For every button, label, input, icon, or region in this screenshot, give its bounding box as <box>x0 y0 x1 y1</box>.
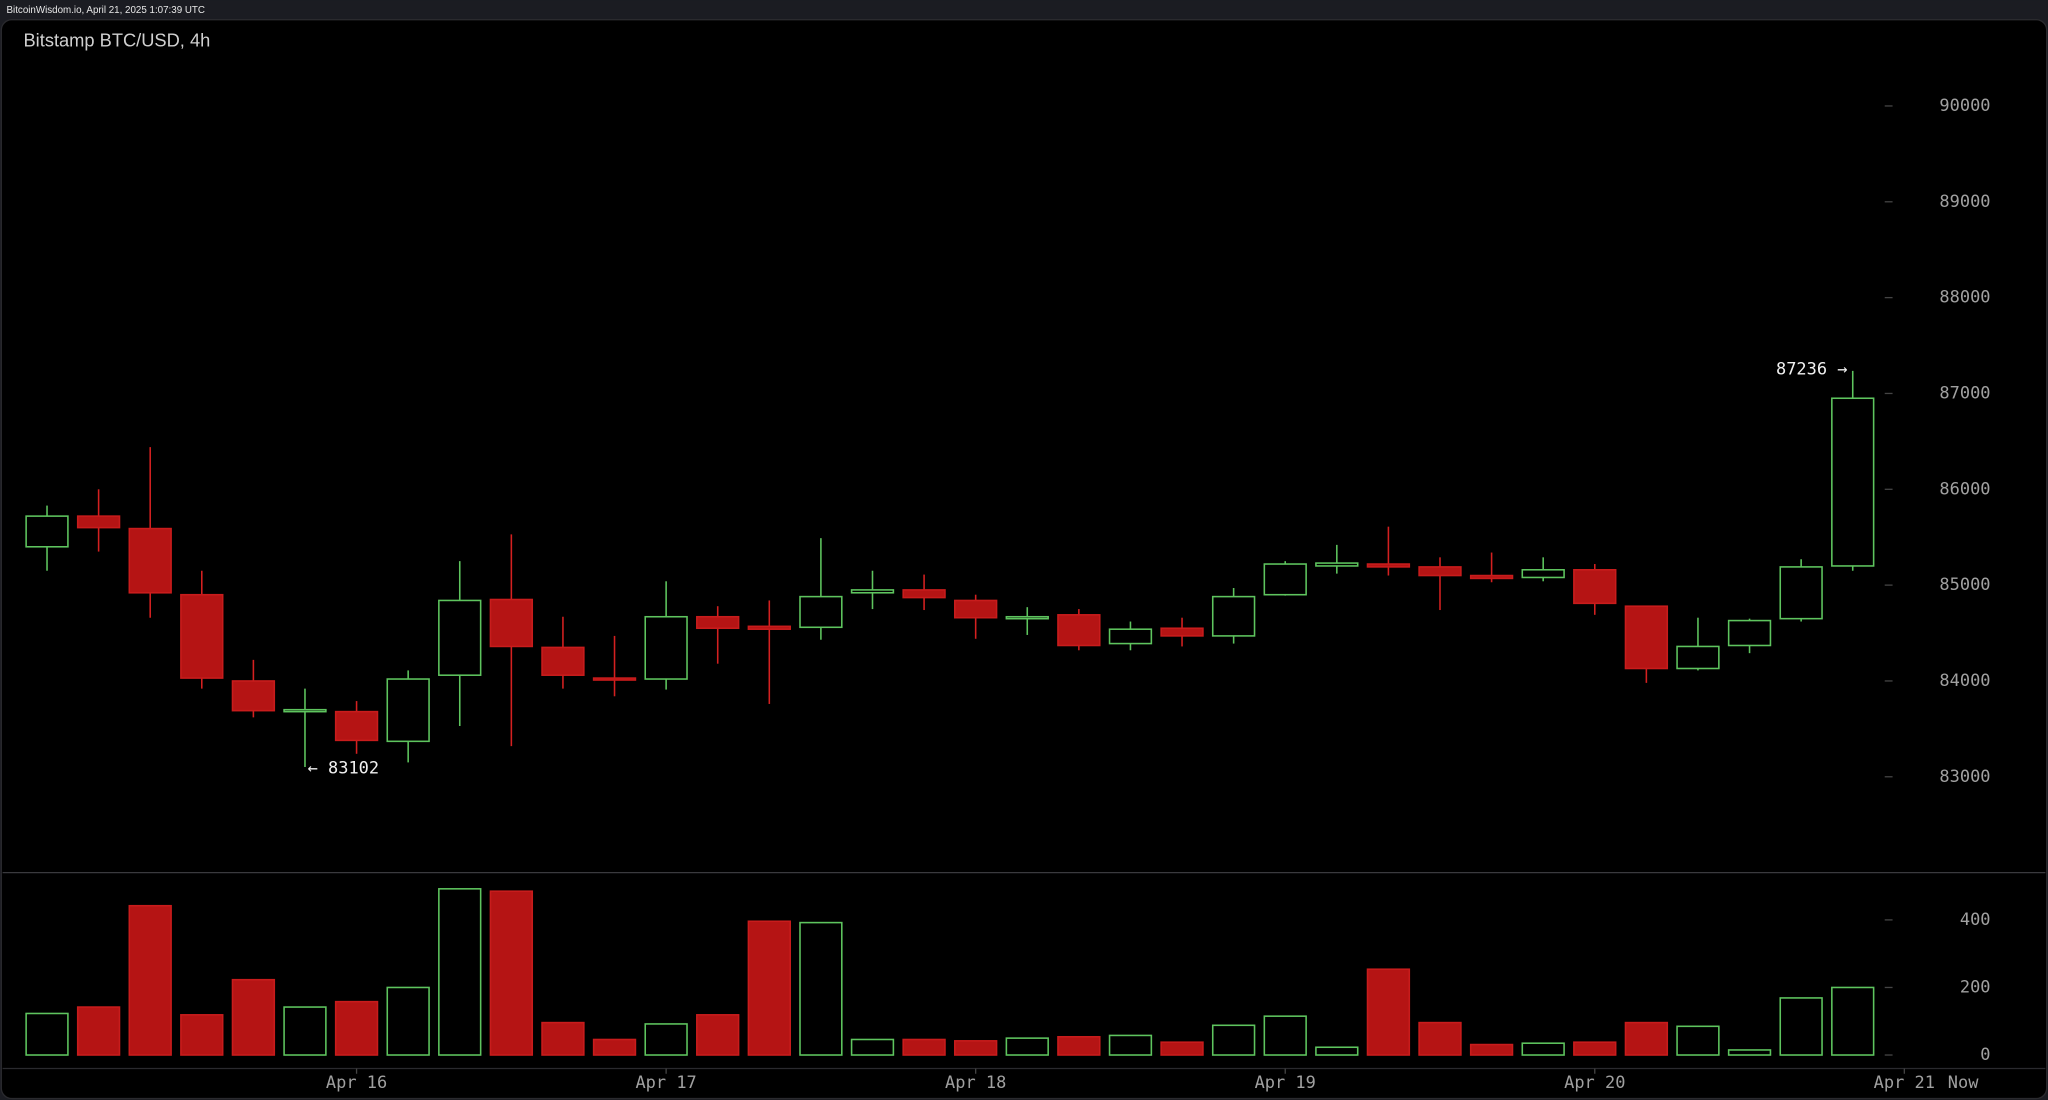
candle-body <box>1211 595 1256 637</box>
volume-bar <box>1727 1049 1772 1056</box>
volume-bar <box>489 890 534 1056</box>
volume-bar <box>850 1038 895 1056</box>
candle-body <box>1057 614 1101 647</box>
y-tick-label: 90000 <box>1939 96 1990 116</box>
candle-body <box>644 615 688 680</box>
candle-body <box>128 527 172 594</box>
candle-body <box>438 599 482 676</box>
volume-bar <box>1108 1034 1153 1056</box>
volume-bar <box>128 904 172 1056</box>
candle-body <box>541 646 585 676</box>
y-tick-label: 87000 <box>1939 383 1990 403</box>
y-tick-label: 84000 <box>1939 671 1990 691</box>
candle-body <box>1366 563 1411 568</box>
candle-body <box>1779 566 1823 620</box>
volume-bar <box>592 1038 637 1056</box>
volume-bar <box>1005 1037 1049 1056</box>
volume-bar <box>283 1006 327 1056</box>
x-tick-label: Apr 16 <box>326 1073 387 1093</box>
candle-body <box>1418 566 1462 577</box>
volume-bar <box>1160 1041 1204 1056</box>
candle-body <box>1676 645 1720 670</box>
y-tick-label: 88000 <box>1939 288 1990 308</box>
volume-bar <box>1366 968 1411 1056</box>
candle-body <box>850 589 895 594</box>
x-tick-label: Apr 20 <box>1564 1073 1625 1093</box>
volume-bar <box>1418 1021 1462 1056</box>
volume-bar <box>1469 1043 1514 1056</box>
y-tick-label: 89000 <box>1939 192 1990 212</box>
candle-body <box>1831 397 1875 567</box>
volume-bar <box>1263 1015 1307 1056</box>
now-label: Now <box>1948 1073 1979 1093</box>
candle-body <box>1521 569 1565 579</box>
header: BitcoinWisdom.io, April 21, 2025 1:07:39… <box>7 5 205 16</box>
volume-bar <box>386 986 430 1056</box>
candle-body <box>1727 619 1772 647</box>
volume-bar <box>1779 997 1823 1056</box>
y-tick-label: 400 <box>1960 910 1991 930</box>
candle-body <box>1108 628 1153 645</box>
x-tick-label: Apr 17 <box>635 1073 696 1093</box>
volume-bar <box>1211 1024 1256 1056</box>
x-tick-label: Apr 21 <box>1874 1073 1935 1093</box>
x-tick-label: Apr 18 <box>945 1073 1006 1093</box>
candle-body <box>334 710 379 742</box>
candle-body <box>799 595 843 629</box>
y-tick-label: 83000 <box>1939 767 1990 787</box>
volume-bar <box>644 1023 688 1056</box>
candle-body <box>180 593 224 679</box>
candle-body <box>1469 574 1514 580</box>
volume-bar <box>438 888 482 1056</box>
max-annotation: 87236 → <box>1776 360 1848 380</box>
candle-body <box>592 677 637 681</box>
min-annotation: ← 83102 <box>308 758 380 778</box>
volume-bar <box>799 921 843 1056</box>
candle-body <box>1263 563 1307 596</box>
volume-bar <box>1831 986 1875 1056</box>
volume-bar <box>180 1014 224 1056</box>
candle-body <box>489 598 534 648</box>
candle-body <box>76 515 121 529</box>
candle-body <box>902 589 946 599</box>
candle-body <box>25 515 69 548</box>
volume-bar <box>231 978 276 1056</box>
volume-bar <box>76 1006 121 1056</box>
y-tick-label: 0 <box>1980 1045 1990 1065</box>
chart-area <box>0 19 2048 1100</box>
candle-body <box>386 678 430 743</box>
volume-bar <box>541 1021 585 1056</box>
candle-body <box>747 625 791 630</box>
volume-bar <box>747 920 791 1056</box>
x-tick-label: Apr 19 <box>1255 1073 1316 1093</box>
candle-body <box>1005 615 1049 620</box>
candle-body <box>696 615 740 630</box>
candle-body <box>1160 627 1204 637</box>
candle-body <box>1315 562 1359 567</box>
volume-bar <box>1573 1041 1617 1056</box>
volume-bar <box>1624 1021 1669 1056</box>
y-tick-label: 86000 <box>1939 479 1990 499</box>
volume-bar <box>25 1012 69 1056</box>
volume-bar <box>696 1014 740 1056</box>
y-tick-label: 200 <box>1960 977 1991 997</box>
volume-bar <box>1676 1025 1720 1056</box>
candle-body <box>231 680 276 712</box>
chart-title: Bitstamp BTC/USD, 4h <box>24 30 211 51</box>
candle-body <box>953 599 998 619</box>
volume-bar <box>1521 1042 1565 1056</box>
candle-body <box>283 708 327 713</box>
volume-bar <box>334 1000 379 1056</box>
volume-bar <box>953 1040 998 1056</box>
candle-body <box>1624 605 1669 670</box>
volume-bar <box>1315 1046 1359 1056</box>
y-tick-label: 85000 <box>1939 575 1990 595</box>
volume-bar <box>902 1038 946 1056</box>
candle-body <box>1573 569 1617 605</box>
volume-bar <box>1057 1035 1101 1056</box>
